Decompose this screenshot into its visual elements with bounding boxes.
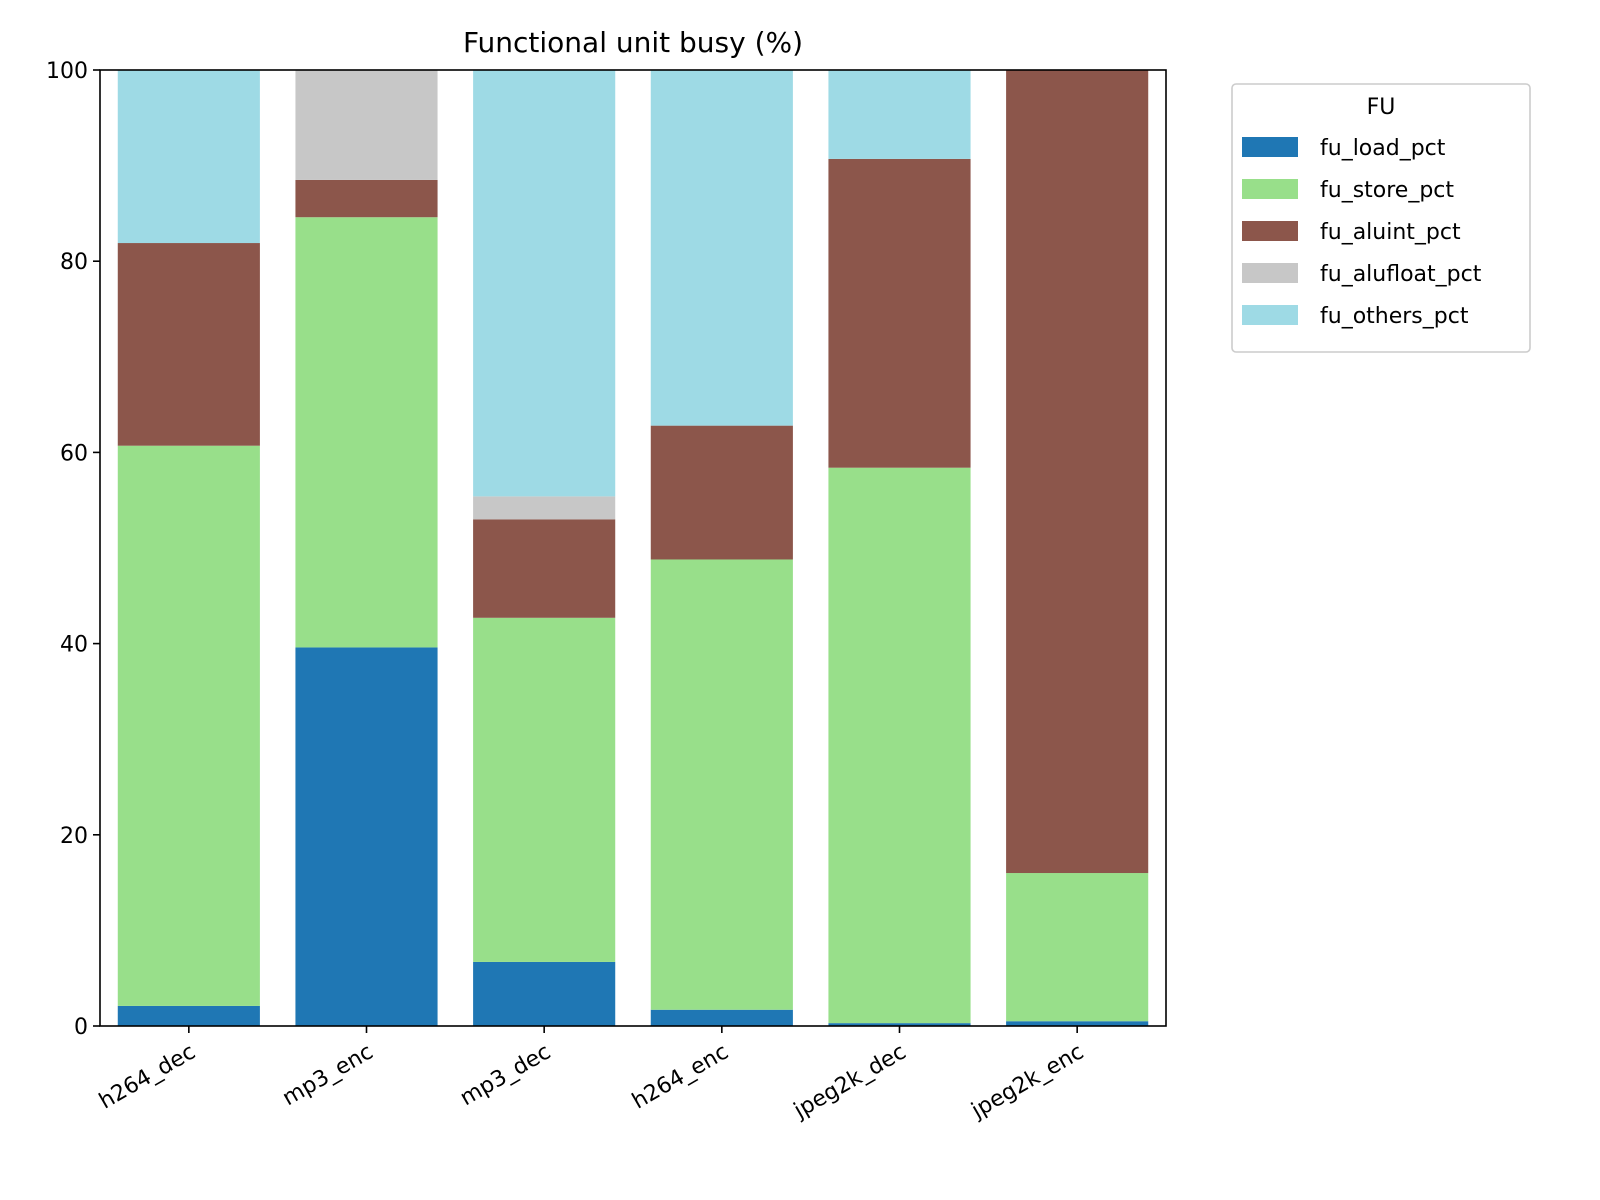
legend-title: FU — [1367, 95, 1396, 120]
legend-label-fu_aluint_pct: fu_aluint_pct — [1320, 220, 1461, 245]
bar-h264_dec-fu_aluint_pct — [117, 243, 260, 446]
x-tick-label-h264_dec: h264_dec — [95, 1040, 200, 1115]
legend-swatch-fu_load_pct — [1242, 137, 1298, 157]
x-tick-label-mp3_dec: mp3_dec — [456, 1040, 555, 1112]
legend: FU fu_load_pctfu_store_pctfu_aluint_pctf… — [1231, 83, 1531, 353]
bar-mp3_enc-fu_alufloat_pct — [295, 70, 438, 180]
bar-h264_dec-fu_store_pct — [117, 445, 260, 1006]
y-tick-label: 20 — [60, 824, 88, 849]
y-tick-label: 80 — [60, 250, 88, 275]
legend-swatch-fu_alufloat_pct — [1242, 263, 1298, 283]
y-tick-label: 100 — [46, 59, 88, 84]
bar-mp3_dec-fu_alufloat_pct — [473, 496, 616, 520]
bar-jpeg2k_enc-fu_load_pct — [1006, 1021, 1149, 1026]
bar-mp3_dec-fu_load_pct — [473, 961, 616, 1026]
legend-items: fu_load_pct fu_store_pct fu_aluint_pct fu_a… — [1242, 136, 1482, 329]
x-tick-label-mp3_enc: mp3_enc — [278, 1040, 377, 1112]
chart-title: Functional unit busy (%) — [463, 26, 803, 59]
bar-jpeg2k_dec-fu_aluint_pct — [828, 158, 971, 468]
bars-layer — [117, 70, 1149, 1026]
bar-mp3_dec-fu_store_pct — [473, 617, 616, 962]
bar-h264_enc-fu_store_pct — [650, 559, 793, 1010]
bar-jpeg2k_dec-fu_load_pct — [828, 1023, 971, 1026]
y-axis: 0 20 40 60 80 100 — [46, 59, 100, 1040]
bar-mp3_enc-fu_store_pct — [295, 217, 438, 648]
legend-swatch-fu_store_pct — [1242, 179, 1298, 199]
legend-swatch-fu_aluint_pct — [1242, 221, 1298, 241]
bar-h264_enc-fu_load_pct — [650, 1009, 793, 1026]
legend-label-fu_alufloat_pct: fu_alufloat_pct — [1320, 262, 1482, 287]
bar-mp3_dec-fu_others_pct — [473, 70, 616, 497]
bar-mp3_enc-fu_aluint_pct — [295, 179, 438, 218]
bar-h264_dec-fu_others_pct — [117, 70, 260, 244]
x-tick-label-jpeg2k_enc: jpeg2k_enc — [967, 1040, 1089, 1125]
bar-h264_enc-fu_aluint_pct — [650, 425, 793, 560]
bar-jpeg2k_dec-fu_store_pct — [828, 467, 971, 1024]
legend-box — [1231, 83, 1531, 353]
bar-mp3_dec-fu_aluint_pct — [473, 519, 616, 618]
bar-h264_enc-fu_others_pct — [650, 70, 793, 426]
bar-jpeg2k_dec-fu_others_pct — [828, 70, 971, 159]
legend-label-fu_load_pct: fu_load_pct — [1320, 136, 1446, 161]
x-tick-label-h264_enc: h264_enc — [628, 1040, 733, 1115]
legend-swatch-fu_others_pct — [1242, 305, 1298, 325]
y-tick-label: 0 — [74, 1015, 88, 1040]
plot-frame — [99, 69, 1167, 1027]
legend-label-fu_store_pct: fu_store_pct — [1320, 178, 1454, 203]
y-tick-label: 40 — [60, 633, 88, 658]
x-axis: h264_dec mp3_enc mp3_dec h264_enc jpeg2k_dec… — [95, 1026, 1088, 1124]
bar-jpeg2k_enc-fu_aluint_pct — [1006, 70, 1149, 874]
y-tick-label: 60 — [60, 441, 88, 466]
bar-jpeg2k_enc-fu_store_pct — [1006, 873, 1149, 1022]
legend-label-fu_others_pct: fu_others_pct — [1320, 304, 1469, 329]
bar-h264_dec-fu_load_pct — [117, 1005, 260, 1026]
bar-mp3_enc-fu_load_pct — [295, 647, 438, 1026]
x-tick-label-jpeg2k_dec: jpeg2k_dec — [789, 1040, 911, 1125]
